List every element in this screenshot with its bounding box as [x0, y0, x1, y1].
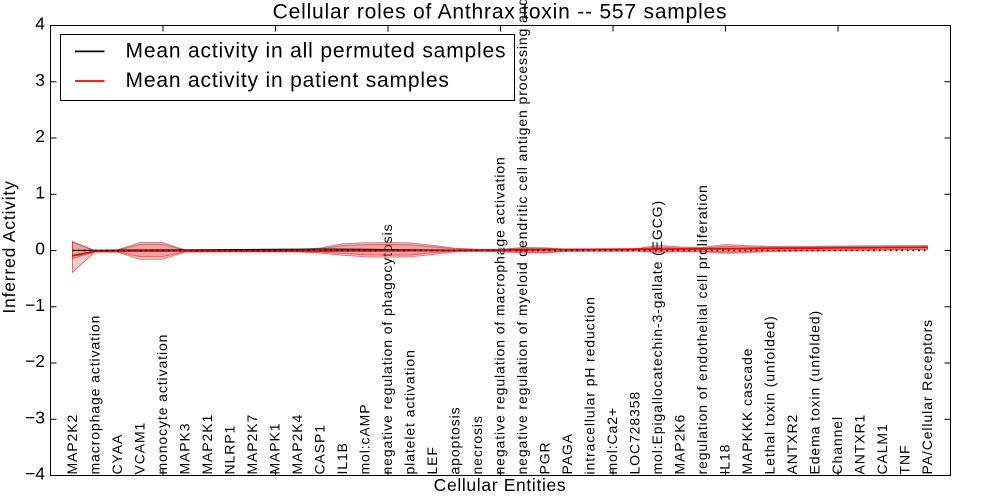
svg-text:2: 2: [35, 126, 45, 146]
svg-text:Mean activity in all permuted: Mean activity in all permuted samples: [126, 40, 507, 63]
svg-text:IL1B: IL1B: [334, 442, 350, 474]
svg-text:ANTXR2: ANTXR2: [784, 414, 800, 475]
svg-text:Inferred Activity: Inferred Activity: [0, 180, 19, 313]
svg-text:Cellular Entities: Cellular Entities: [434, 475, 567, 495]
svg-text:MAP2K7: MAP2K7: [244, 414, 260, 475]
svg-text:LOC728358: LOC728358: [627, 391, 643, 475]
svg-text:monocyte activation: monocyte activation: [154, 334, 170, 475]
svg-text:−1: −1: [25, 295, 45, 315]
svg-text:−3: −3: [25, 407, 45, 427]
svg-text:necrosis: necrosis: [469, 415, 485, 474]
svg-text:Cellular roles of Anthrax toxi: Cellular roles of Anthrax toxin -- 557 s…: [273, 1, 728, 24]
svg-text:mol:cAMP: mol:cAMP: [357, 404, 373, 475]
svg-text:PAGA: PAGA: [559, 433, 575, 474]
svg-text:NLRP1: NLRP1: [222, 425, 238, 475]
svg-text:1: 1: [35, 182, 45, 202]
svg-text:CASP1: CASP1: [312, 424, 328, 474]
svg-text:macrophage activation: macrophage activation: [87, 315, 103, 475]
svg-text:TNF: TNF: [897, 445, 913, 475]
svg-text:MAPK3: MAPK3: [177, 423, 193, 475]
svg-text:−2: −2: [25, 351, 45, 371]
svg-text:0: 0: [35, 239, 45, 259]
svg-text:intracellular pH reduction: intracellular pH reduction: [582, 296, 598, 474]
svg-text:MAPK1: MAPK1: [267, 423, 283, 475]
svg-text:LEF: LEF: [424, 446, 440, 474]
svg-text:regulation of endothelial cell: regulation of endothelial cell prolifera…: [694, 184, 710, 474]
svg-text:negative regulation of macroph: negative regulation of macrophage activa…: [492, 156, 508, 474]
svg-text:ANTXR1: ANTXR1: [852, 414, 868, 475]
svg-text:MAP2K4: MAP2K4: [289, 414, 305, 475]
svg-text:apoptosis: apoptosis: [447, 406, 463, 474]
svg-text:−4: −4: [25, 464, 45, 484]
svg-text:IL18: IL18: [717, 444, 733, 475]
svg-text:mol:Ca2+: mol:Ca2+: [604, 407, 620, 475]
svg-text:negative regulation of myeloid: negative regulation of myeloid dendritic…: [514, 0, 530, 475]
svg-text:PA/Cellular Receptors: PA/Cellular Receptors: [919, 319, 935, 475]
svg-text:Edema toxin (unfolded): Edema toxin (unfolded): [807, 310, 823, 475]
svg-text:platelet activation: platelet activation: [402, 349, 418, 474]
svg-text:VCAM1: VCAM1: [132, 422, 148, 475]
svg-text:MAP2K2: MAP2K2: [64, 414, 80, 475]
svg-text:Channel: Channel: [829, 416, 845, 474]
svg-text:MAP2K1: MAP2K1: [199, 414, 215, 475]
svg-text:MAPKKK cascade: MAPKKK cascade: [739, 348, 755, 475]
svg-text:Mean activity in patient sampl: Mean activity in patient samples: [126, 69, 450, 92]
svg-text:Lethal toxin (unfolded): Lethal toxin (unfolded): [762, 315, 778, 474]
svg-text:MAP2K6: MAP2K6: [672, 414, 688, 475]
svg-text:mol:Epigallocatechin-3-gallate: mol:Epigallocatechin-3-gallate (EGCG): [649, 200, 665, 475]
svg-text:CALM1: CALM1: [874, 423, 890, 474]
svg-text:3: 3: [35, 70, 45, 90]
svg-text:CYAA: CYAA: [109, 434, 125, 475]
svg-text:4: 4: [35, 14, 45, 34]
svg-text:negative regulation of phagocy: negative regulation of phagocytosis: [379, 224, 395, 475]
svg-text:PGR: PGR: [537, 441, 553, 474]
